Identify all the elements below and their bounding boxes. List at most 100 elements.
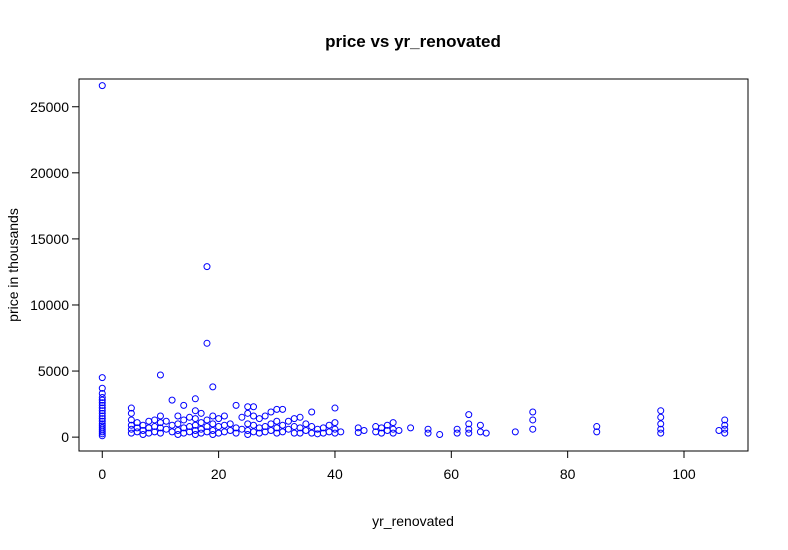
data-point: [476, 428, 484, 436]
data-point: [453, 429, 461, 437]
data-point: [215, 415, 223, 423]
data-point: [296, 429, 304, 437]
data-point: [238, 413, 246, 421]
data-point: [378, 429, 386, 437]
data-point: [98, 417, 106, 425]
data-point: [98, 396, 106, 404]
data-points: [98, 82, 729, 440]
data-point: [250, 412, 258, 420]
data-point: [657, 420, 665, 428]
data-point: [389, 429, 397, 437]
data-point: [168, 421, 176, 429]
data-point: [308, 423, 316, 431]
data-point: [139, 430, 147, 438]
data-point: [191, 430, 199, 438]
y-tick-label: 0: [61, 429, 69, 445]
data-point: [290, 423, 298, 431]
y-axis-label: price in thousands: [5, 208, 21, 322]
data-point: [721, 429, 729, 437]
data-point: [197, 425, 205, 433]
data-point: [302, 420, 310, 428]
data-point: [127, 429, 135, 437]
data-point: [174, 430, 182, 438]
data-point: [308, 429, 316, 437]
data-point: [273, 417, 281, 425]
data-point: [220, 428, 228, 436]
data-point: [203, 339, 211, 347]
data-point: [139, 427, 147, 435]
data-point: [267, 427, 275, 435]
data-point: [98, 430, 106, 438]
data-point: [174, 412, 182, 420]
data-point: [593, 428, 601, 436]
data-point: [383, 421, 391, 429]
data-point: [232, 429, 240, 437]
x-tick-label: 20: [211, 466, 227, 482]
data-point: [139, 421, 147, 429]
data-point: [197, 429, 205, 437]
data-point: [308, 408, 316, 416]
data-point: [267, 408, 275, 416]
data-point: [226, 427, 234, 435]
data-point: [267, 420, 275, 428]
x-axis-label: yr_renovated: [372, 513, 454, 529]
data-point: [127, 421, 135, 429]
data-point: [191, 421, 199, 429]
data-point: [226, 420, 234, 428]
data-point: [98, 399, 106, 407]
data-point: [98, 401, 106, 409]
data-point: [360, 427, 368, 435]
x-tick-label: 80: [560, 466, 576, 482]
data-point: [721, 421, 729, 429]
data-point: [209, 383, 217, 391]
data-point: [168, 428, 176, 436]
data-point: [465, 425, 473, 433]
y-tick-label: 20000: [30, 165, 69, 181]
x-tick-label: 100: [672, 466, 696, 482]
data-point: [98, 404, 106, 412]
data-point: [465, 429, 473, 437]
data-point: [209, 412, 217, 420]
data-point: [279, 405, 287, 413]
data-point: [98, 432, 106, 440]
data-point: [244, 403, 252, 411]
data-point: [424, 425, 432, 433]
data-point: [162, 417, 170, 425]
data-point: [424, 429, 432, 437]
data-point: [529, 408, 537, 416]
data-point: [156, 429, 164, 437]
data-point: [331, 429, 339, 437]
data-point: [331, 425, 339, 433]
data-point: [232, 401, 240, 409]
data-point: [296, 413, 304, 421]
data-point: [657, 407, 665, 415]
data-point: [197, 409, 205, 417]
data-point: [482, 429, 490, 437]
data-point: [261, 423, 269, 431]
data-point: [180, 401, 188, 409]
data-point: [197, 419, 205, 427]
y-tick-label: 15000: [30, 231, 69, 247]
data-point: [220, 412, 228, 420]
data-point: [407, 424, 415, 432]
data-point: [127, 416, 135, 424]
data-point: [657, 413, 665, 421]
data-point: [593, 423, 601, 431]
data-point: [191, 395, 199, 403]
data-point: [290, 429, 298, 437]
x-tick-label: 0: [98, 466, 106, 482]
data-point: [465, 420, 473, 428]
x-tick-label: 40: [327, 466, 343, 482]
data-point: [203, 263, 211, 271]
x-axis: 0 20 40 60 80 100: [98, 450, 696, 482]
data-point: [331, 404, 339, 412]
data-point: [98, 393, 106, 401]
data-point: [98, 374, 106, 382]
data-point: [657, 429, 665, 437]
data-point: [284, 417, 292, 425]
data-point: [255, 415, 263, 423]
data-point: [133, 419, 141, 427]
y-tick-label: 5000: [38, 363, 69, 379]
data-point: [279, 428, 287, 436]
